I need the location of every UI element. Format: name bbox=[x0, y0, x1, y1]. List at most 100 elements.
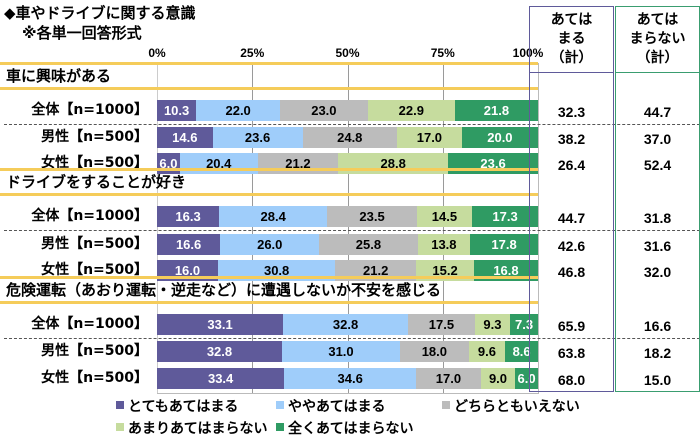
bar-value-label: 26.0 bbox=[257, 237, 283, 252]
bar-segment: 15.2 bbox=[416, 260, 474, 281]
bar-value-label: 23.5 bbox=[359, 209, 385, 224]
bar-segment: 26.0 bbox=[220, 234, 320, 255]
row-label: 女性【n=500】 bbox=[41, 370, 148, 386]
x-tick-label: 25% bbox=[240, 46, 265, 60]
bar-value-label: 28.8 bbox=[380, 156, 406, 171]
bar-segment: 17.5 bbox=[408, 314, 475, 335]
bar-value-label: 34.6 bbox=[337, 371, 363, 386]
bar-value-label: 24.8 bbox=[337, 130, 363, 145]
apply-total-value: 68.0 bbox=[557, 372, 586, 388]
bar-value-label: 23.6 bbox=[480, 156, 506, 171]
bar-value-label: 20.0 bbox=[487, 130, 513, 145]
apply-total-value: 65.9 bbox=[557, 318, 586, 334]
bar-value-label: 17.8 bbox=[491, 237, 517, 252]
bar-value-label: 6.0 bbox=[159, 156, 178, 171]
bar-segment: 16.3 bbox=[157, 206, 220, 227]
bar-value-label: 23.6 bbox=[244, 130, 271, 145]
summary-column-apply: あては まる （計） 32.3 38.2 26.4 44.7 42.6 46.8 65.9 6… bbox=[529, 6, 614, 392]
bar-segment: 21.8 bbox=[454, 100, 538, 121]
apply-total-value: 32.3 bbox=[557, 104, 586, 120]
not-apply-total-value: 15.0 bbox=[643, 372, 672, 388]
legend-label: とてもあてはまる bbox=[128, 399, 239, 415]
legend-item: 全くあてはまらない bbox=[276, 420, 413, 438]
gridline bbox=[252, 63, 254, 393]
x-tick-label: 0% bbox=[148, 46, 166, 60]
bar-segment: 21.2 bbox=[335, 260, 417, 281]
bar-segment: 31.0 bbox=[281, 341, 401, 362]
x-tick-label: 50% bbox=[335, 46, 360, 60]
bar-segment: 32.8 bbox=[283, 314, 409, 335]
not-apply-header-line2: まらない bbox=[629, 31, 686, 47]
bar-value-label: 32.8 bbox=[206, 344, 233, 359]
legend-item: ややあてはまる bbox=[276, 398, 385, 416]
bar-value-label: 17.3 bbox=[492, 209, 518, 224]
bar-segment: 17.3 bbox=[472, 206, 538, 227]
row-label: 男性【n=500】 bbox=[41, 236, 148, 252]
bar-value-label: 10.3 bbox=[163, 103, 190, 118]
bar-segment: 14.6 bbox=[157, 127, 213, 148]
not-apply-total-value: 31.6 bbox=[643, 238, 672, 254]
legend-swatch bbox=[276, 401, 284, 409]
bar-value-label: 17.0 bbox=[416, 130, 443, 145]
legend-label: ややあてはまる bbox=[288, 399, 386, 415]
gridline bbox=[347, 63, 349, 393]
bar-value-label: 32.8 bbox=[332, 317, 359, 332]
bar-segment: 25.8 bbox=[319, 234, 418, 255]
not-apply-total-value: 52.4 bbox=[643, 157, 672, 173]
bar-value-label: 6.0 bbox=[517, 371, 536, 386]
bar-value-label: 31.0 bbox=[328, 344, 354, 359]
bar-segment: 23.5 bbox=[327, 206, 417, 227]
bar-value-label: 21.2 bbox=[285, 156, 311, 171]
legend-swatch bbox=[116, 423, 124, 431]
chart-subtitle: ※各単一回答形式 bbox=[22, 24, 142, 42]
bar-segment: 9.0 bbox=[480, 368, 516, 389]
bar-value-label: 21.8 bbox=[483, 103, 510, 118]
bar-value-label: 16.8 bbox=[493, 263, 519, 278]
bar-segment: 22.0 bbox=[196, 100, 281, 121]
bar-value-label: 9.0 bbox=[488, 371, 508, 386]
apply-header-line1: あては bbox=[550, 12, 593, 28]
bar-value-label: 16.3 bbox=[175, 209, 201, 224]
apply-total-value: 42.6 bbox=[557, 238, 586, 254]
apply-header-line2: まる bbox=[557, 31, 586, 47]
legend-item: どちらともいえない bbox=[442, 398, 580, 416]
bar-value-label: 15.2 bbox=[432, 263, 458, 278]
bar-value-label: 22.9 bbox=[398, 103, 424, 118]
bar-value-label: 30.8 bbox=[263, 263, 290, 278]
plot-frame-bottom bbox=[157, 393, 539, 394]
legend-item: とてもあてはまる bbox=[116, 398, 238, 416]
not-apply-total-value: 32.0 bbox=[643, 264, 672, 280]
section-header: 車に興味がある bbox=[0, 62, 538, 90]
bar-segment: 32.8 bbox=[157, 341, 282, 362]
bar-segment: 6.0 bbox=[515, 368, 538, 389]
y-axis-line bbox=[157, 63, 158, 393]
bar-segment: 13.8 bbox=[417, 234, 471, 255]
bar-segment: 16.6 bbox=[157, 234, 221, 255]
legend-swatch bbox=[442, 401, 450, 409]
bar-value-label: 33.4 bbox=[207, 371, 234, 386]
bar-segment: 23.0 bbox=[280, 100, 368, 121]
bar-value-label: 16.0 bbox=[174, 263, 201, 278]
row-label: 女性【n=500】 bbox=[41, 262, 148, 278]
bar-segment: 33.4 bbox=[157, 368, 285, 389]
bar-value-label: 17.5 bbox=[428, 317, 455, 332]
x-tick-label: 75% bbox=[430, 46, 455, 60]
row-label: 全体【n=1000】 bbox=[31, 316, 148, 332]
bar-value-label: 17.0 bbox=[435, 371, 462, 386]
row-divider bbox=[4, 124, 700, 125]
bar-segment: 16.8 bbox=[473, 260, 538, 281]
bar-value-label: 20.4 bbox=[206, 156, 232, 171]
row-label: 女性【n=500】 bbox=[41, 155, 148, 171]
bar-segment: 17.0 bbox=[416, 368, 481, 389]
bar-segment: 16.0 bbox=[157, 260, 218, 281]
row-label: 男性【n=500】 bbox=[41, 129, 148, 145]
bar-value-label: 25.8 bbox=[355, 237, 382, 252]
bar-value-label: 22.0 bbox=[225, 103, 251, 118]
bar-value-label: 28.4 bbox=[260, 209, 286, 224]
summary-column-not-apply: あては まらない （計） 44.7 37.0 52.4 31.8 31.6 32.0 16.… bbox=[615, 6, 700, 392]
bar-value-label: 14.6 bbox=[172, 130, 198, 145]
summary-column-apply-header: あては まる （計） bbox=[530, 7, 613, 73]
bar-segment: 22.9 bbox=[367, 100, 455, 121]
not-apply-total-value: 31.8 bbox=[643, 210, 672, 226]
bar-segment: 9.3 bbox=[474, 314, 511, 335]
